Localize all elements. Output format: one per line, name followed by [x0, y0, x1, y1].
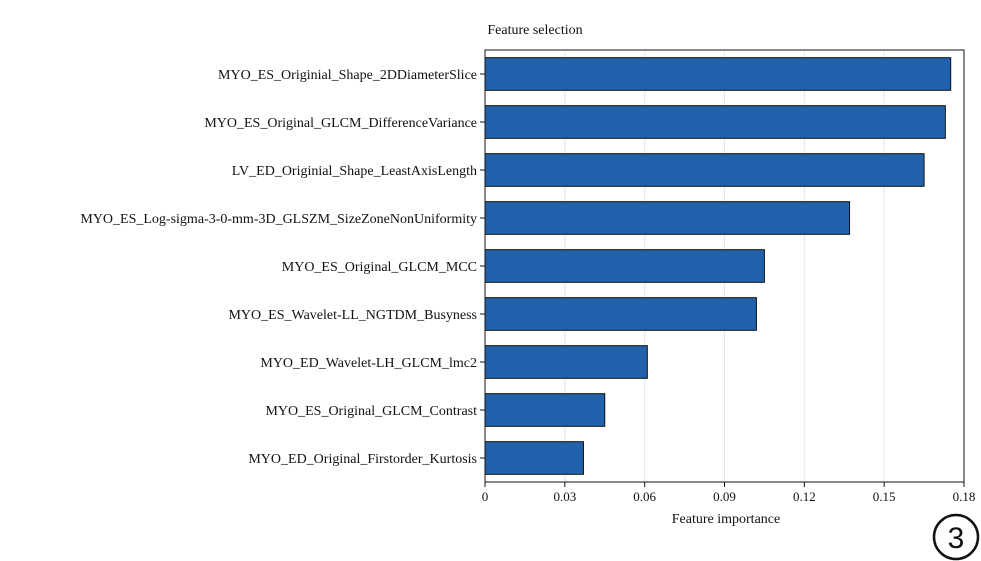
- bar: [484, 345, 648, 379]
- category-label: MYO_ES_Original_GLCM_DifferenceVariance: [204, 116, 477, 131]
- category-label: LV_ED_Originial_Shape_LeastAxisLength: [232, 164, 477, 179]
- category-label: MYO_ED_Wavelet-LH_GLCM_lmc2: [260, 356, 477, 371]
- category-label: MYO_ES_Log-sigma-3-0-mm-3D_GLSZM_SizeZon…: [80, 212, 477, 227]
- category-label: MYO_ES_Original_GLCM_MCC: [282, 260, 477, 275]
- bar: [484, 393, 606, 427]
- category-label: MYO_ES_Wavelet-LL_NGTDM_Busyness: [228, 308, 477, 323]
- bar: [484, 201, 851, 235]
- bar: [484, 105, 946, 139]
- x-tick-label: 0.09: [713, 489, 736, 504]
- category-label: MYO_ES_Original_GLCM_Contrast: [265, 404, 477, 419]
- x-axis-ticks: 0 0.03 0.06 0.09 0.12 0.15 0.18: [482, 482, 976, 504]
- bar: [484, 249, 765, 283]
- category-label: MYO_ED_Original_Firstorder_Kurtosis: [248, 452, 477, 467]
- bar: [484, 297, 757, 331]
- badge-label: 3: [948, 522, 965, 555]
- bar: [484, 57, 952, 91]
- chart-title: Feature selection: [487, 23, 582, 38]
- category-labels: MYO_ES_Originial_Shape_2DDiameterSlice MY…: [80, 68, 485, 467]
- x-axis-title: Feature importance: [672, 512, 780, 527]
- bar: [484, 153, 925, 187]
- category-label: MYO_ES_Originial_Shape_2DDiameterSlice: [218, 68, 477, 83]
- x-tick-label: 0.12: [793, 489, 816, 504]
- x-tick-label: 0.18: [953, 489, 976, 504]
- x-tick-label: 0.15: [873, 489, 896, 504]
- x-tick-label: 0.03: [553, 489, 576, 504]
- bar: [484, 441, 584, 475]
- bars: [484, 57, 952, 475]
- circled-number-badge: 3: [932, 513, 980, 561]
- x-tick-label: 0: [482, 489, 489, 504]
- x-tick-label: 0.06: [633, 489, 656, 504]
